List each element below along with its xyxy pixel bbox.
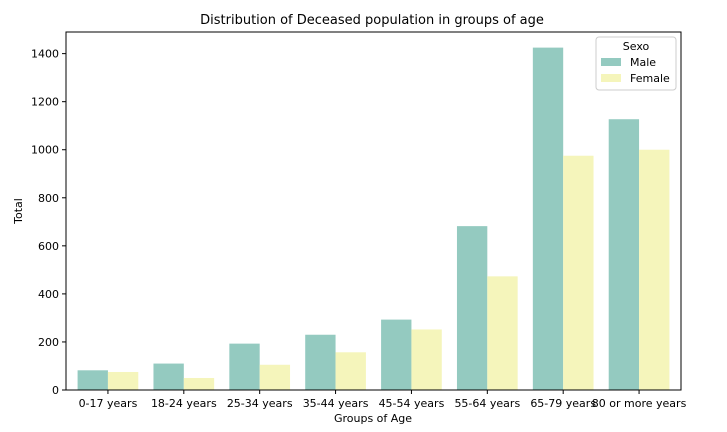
x-axis-label: Groups of Age <box>334 412 412 425</box>
y-tick-label: 0 <box>52 384 59 397</box>
bar-female-45-54-years <box>411 329 442 390</box>
bar-male-25-34-years <box>229 343 260 390</box>
bar-male-45-54-years <box>381 319 412 390</box>
legend-label-female: Female <box>630 72 670 85</box>
y-tick-label: 1000 <box>31 144 59 157</box>
bar-male-65-79-years <box>532 47 564 390</box>
bar-female-25-34-years <box>259 364 291 390</box>
y-tick-label: 200 <box>38 336 59 349</box>
bar-male-55-64-years <box>456 226 488 390</box>
x-tick-label: 45-54 years <box>379 397 445 410</box>
bar-female-55-64-years <box>487 276 518 390</box>
bar-male-18-24-years <box>153 363 184 390</box>
bar-male-35-44-years <box>305 334 336 390</box>
x-tick-label: 18-24 years <box>151 397 217 410</box>
legend-label-male: Male <box>630 56 656 69</box>
x-tick-label: 80 or more years <box>592 397 687 410</box>
bar-female-0-17-years <box>107 371 139 390</box>
y-tick-label: 1400 <box>31 48 59 61</box>
legend: Sexo Male Female <box>595 36 677 91</box>
bar-female-80-or-more-years <box>639 149 670 390</box>
legend-title: Sexo <box>623 40 650 53</box>
bar-female-18-24-years <box>183 377 215 390</box>
x-tick-label: 55-64 years <box>454 397 520 410</box>
plot-frame <box>65 31 682 391</box>
bar-female-65-79-years <box>563 155 594 390</box>
x-tick-label: 65-79 years <box>530 397 596 410</box>
y-axis-label: Total <box>12 198 25 225</box>
bar-male-0-17-years <box>77 370 108 390</box>
y-tick-label: 1200 <box>31 96 59 109</box>
chart-title: Distribution of Deceased population in g… <box>200 13 544 28</box>
y-tick-label: 400 <box>38 288 59 301</box>
bars <box>77 47 670 390</box>
x-tick-label: 35-44 years <box>303 397 369 410</box>
y-tick-label: 600 <box>38 240 59 253</box>
bar-female-35-44-years <box>335 352 366 390</box>
x-tick-label: 0-17 years <box>79 397 138 410</box>
legend-swatch-female <box>601 74 621 82</box>
x-axis: 0-17 years 18-24 years 25-34 years 35-44 ye… <box>79 390 687 410</box>
y-tick-label: 800 <box>38 192 59 205</box>
x-tick-label: 25-34 years <box>227 397 293 410</box>
legend-swatch-male <box>601 58 621 66</box>
bar-male-80-or-more-years <box>608 119 640 390</box>
y-axis: 0 200 400 600 800 1000 1200 1400 <box>31 48 66 397</box>
